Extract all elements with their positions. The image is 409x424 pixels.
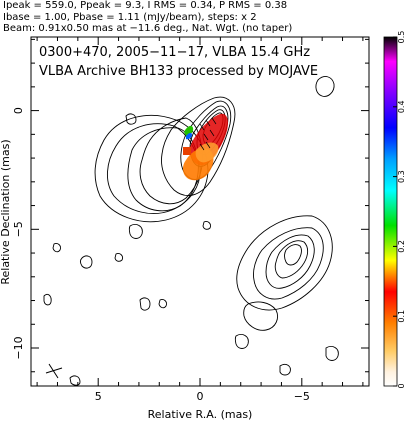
contour-outer-1 <box>139 117 203 205</box>
colorbar-ticks: 0 0.1 0.2 0.3 0.4 0.5 <box>393 31 406 389</box>
contour-noise-5 <box>128 223 143 239</box>
pol-patch-square <box>183 147 191 155</box>
y-tick-label: 0 <box>12 107 25 114</box>
annotation-source: 0300+470, 2005−11−17, VLBA 15.4 GHz <box>39 45 310 60</box>
colorbar-tick-label: 0.5 <box>397 31 406 44</box>
contour-sw-5 <box>284 244 302 266</box>
header-line-beam: Beam: 0.91x0.50 mas at −11.6 deg., Nat. … <box>3 23 293 34</box>
header-line-peak: Ipeak = 559.0, Ppeak = 9.3, I RMS = 0.34… <box>3 0 288 11</box>
pol-patch-orange-light <box>195 142 219 163</box>
contour-outer-4 <box>94 114 209 223</box>
contour-sw-3 <box>265 234 315 289</box>
contour-noise-14 <box>114 253 123 262</box>
colorbar-tick-label: 0.2 <box>397 240 406 253</box>
contour-noise-7 <box>158 299 167 309</box>
colorbar-tick-label: 0.1 <box>397 310 406 323</box>
contour-outer-2 <box>127 127 199 212</box>
plot-frame <box>30 36 370 387</box>
colorbar-tick-label: 0 <box>397 383 406 388</box>
x-axis-label: Relative R.A. (mas) <box>148 408 253 421</box>
y-tick-label: −5 <box>12 221 25 237</box>
header-line-base: Ibase = 1.00, Pbase = 1.11 (mJy/beam), s… <box>3 11 257 23</box>
y-axis-label: Relative Declination (mas) <box>0 139 12 284</box>
contour-core-1 <box>161 96 236 197</box>
contour-map <box>43 76 339 386</box>
contour-noise-4 <box>52 243 61 253</box>
polarization-overlay <box>182 113 228 181</box>
contour-noise-3 <box>43 293 52 306</box>
y-axis-ticks: 0 −5 −10 <box>12 38 369 373</box>
contour-sw-4 <box>274 240 309 279</box>
contour-noise-6 <box>139 297 151 311</box>
contour-noise-12 <box>125 113 137 125</box>
colorbar-gradient <box>383 36 398 387</box>
colorbar-tick-label: 0.3 <box>397 170 406 183</box>
contour-noise-8 <box>234 333 249 349</box>
x-axis-ticks: 5 0 −5 <box>36 37 364 403</box>
x-tick-label: 0 <box>197 390 204 403</box>
x-tick-label: 5 <box>95 390 102 403</box>
contour-noise-10 <box>279 363 291 376</box>
contour-noise-9 <box>325 345 339 361</box>
contour-sw-1 <box>236 215 333 311</box>
contour-noise-1 <box>315 76 335 97</box>
map-header: Ipeak = 559.0, Ppeak = 9.3, I RMS = 0.34… <box>3 0 407 35</box>
pol-patch-blue <box>186 132 192 140</box>
contour-outer-3 <box>107 123 201 214</box>
contour-noise-13 <box>69 375 81 386</box>
beam-shape <box>45 363 63 379</box>
annotation-archive: VLBA Archive BH133 processed by MOJAVE <box>39 64 318 79</box>
contour-core-2 <box>180 100 232 180</box>
contour-sw-tail <box>243 301 278 331</box>
contour-noise-11 <box>202 221 211 230</box>
y-tick-label: −10 <box>12 336 25 359</box>
contour-noise-2 <box>80 255 93 269</box>
x-tick-label: −5 <box>294 390 310 403</box>
contour-sw-2 <box>253 227 324 300</box>
colorbar-tick-label: 0.4 <box>397 100 406 113</box>
colorbar: 0 0.1 0.2 0.3 0.4 0.5 <box>383 31 406 389</box>
